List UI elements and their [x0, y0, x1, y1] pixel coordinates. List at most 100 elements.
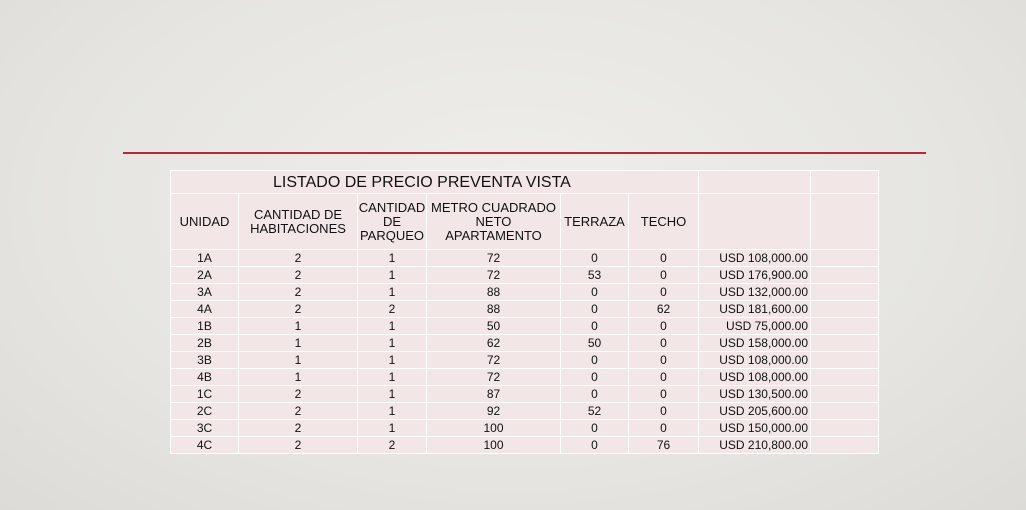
table-cell: 1 [357, 249, 427, 267]
table-cell: 0 [560, 249, 629, 267]
table-row: 1A 2 1 72 0 0 USD 108,000.00 [170, 249, 879, 267]
table-cell: 1 [357, 402, 427, 420]
price-cell: USD 132,000.00 [698, 283, 811, 301]
price-cell: USD 130,500.00 [698, 385, 811, 403]
table-cell: 0 [628, 283, 699, 301]
table-row: 4A 2 2 88 0 62 USD 181,600.00 [170, 300, 879, 318]
table-cell: 88 [426, 283, 561, 301]
price-cell: USD 210,800.00 [698, 436, 811, 454]
table-title-row: LISTADO DE PRECIO PREVENTA VISTA [170, 170, 879, 194]
table-cell: 0 [560, 317, 629, 335]
table-cell [810, 300, 879, 318]
table-cell: 72 [426, 249, 561, 267]
table-cell: 1 [238, 351, 358, 369]
price-cell: USD 108,000.00 [698, 249, 811, 267]
table-row: 3A 2 1 88 0 0 USD 132,000.00 [170, 283, 879, 301]
table-row: 4B 1 1 72 0 0 USD 108,000.00 [170, 368, 879, 386]
column-header: METRO CUADRADO NETO APARTAMENTO [426, 193, 561, 250]
table-cell: 2 [238, 266, 358, 284]
table-cell: 100 [426, 436, 561, 454]
table-title: LISTADO DE PRECIO PREVENTA VISTA [170, 170, 699, 194]
table-row: 4C 2 2 100 0 76 USD 210,800.00 [170, 436, 879, 454]
table-cell: 50 [560, 334, 629, 352]
table-row: 1C 2 1 87 0 0 USD 130,500.00 [170, 385, 879, 403]
column-header [810, 193, 879, 250]
table-cell: 4A [170, 300, 239, 318]
table-cell: 2 [357, 300, 427, 318]
table-cell: 0 [560, 368, 629, 386]
table-cell [810, 249, 879, 267]
table-cell: 3C [170, 419, 239, 437]
table-cell [810, 351, 879, 369]
table-cell: 62 [426, 334, 561, 352]
table-cell: 1 [357, 351, 427, 369]
table-cell: 2B [170, 334, 239, 352]
column-header: TERRAZA [560, 193, 629, 250]
table-cell: 1 [357, 283, 427, 301]
table-cell: 4B [170, 368, 239, 386]
table-cell [810, 334, 879, 352]
table-row: 2C 2 1 92 52 0 USD 205,600.00 [170, 402, 879, 420]
table-cell: 1 [357, 266, 427, 284]
table-cell: 0 [628, 402, 699, 420]
table-cell: 0 [560, 283, 629, 301]
price-cell: USD 150,000.00 [698, 419, 811, 437]
price-cell: USD 181,600.00 [698, 300, 811, 318]
table-cell: 0 [560, 436, 629, 454]
table-row: 3C 2 1 100 0 0 USD 150,000.00 [170, 419, 879, 437]
table-cell: 88 [426, 300, 561, 318]
table-cell: 2 [238, 402, 358, 420]
price-cell: USD 158,000.00 [698, 334, 811, 352]
table-cell [810, 419, 879, 437]
table-cell: 0 [628, 385, 699, 403]
table-cell: 1 [357, 334, 427, 352]
table-cell: 2A [170, 266, 239, 284]
table-cell: 0 [628, 266, 699, 284]
table-cell: 100 [426, 419, 561, 437]
table-cell: 62 [628, 300, 699, 318]
price-cell: USD 176,900.00 [698, 266, 811, 284]
table-cell: 1A [170, 249, 239, 267]
table-cell: 0 [560, 300, 629, 318]
table-cell: 0 [628, 317, 699, 335]
table-cell: 2 [238, 283, 358, 301]
table-cell: 0 [628, 249, 699, 267]
table-cell: 2C [170, 402, 239, 420]
table-row: 2A 2 1 72 53 0 USD 176,900.00 [170, 266, 879, 284]
table-cell: 2 [357, 436, 427, 454]
table-cell: 87 [426, 385, 561, 403]
header-row: UNIDAD CANTIDAD DE HABITACIONES CANTIDAD D… [170, 193, 879, 250]
table-cell: 1 [357, 317, 427, 335]
table-cell: 92 [426, 402, 561, 420]
table-cell [810, 317, 879, 335]
table-cell: 0 [560, 419, 629, 437]
table-cell [810, 266, 879, 284]
table-row: 3B 1 1 72 0 0 USD 108,000.00 [170, 351, 879, 369]
table-cell: 0 [628, 334, 699, 352]
table-cell: 72 [426, 351, 561, 369]
table-cell: 0 [628, 351, 699, 369]
table-cell [810, 436, 879, 454]
price-cell: USD 75,000.00 [698, 317, 811, 335]
table-cell: 1B [170, 317, 239, 335]
table-cell: 72 [426, 368, 561, 386]
table-cell: 2 [238, 249, 358, 267]
table-cell: 72 [426, 266, 561, 284]
table-cell: 2 [238, 385, 358, 403]
table-row: 1B 1 1 50 0 0 USD 75,000.00 [170, 317, 879, 335]
table-cell: 1 [238, 334, 358, 352]
table-cell: 4C [170, 436, 239, 454]
table-cell: 1 [357, 385, 427, 403]
table-cell: 50 [426, 317, 561, 335]
price-table: LISTADO DE PRECIO PREVENTA VISTA UNIDAD C… [170, 170, 879, 454]
table-cell: 52 [560, 402, 629, 420]
table-cell: 53 [560, 266, 629, 284]
price-cell: USD 205,600.00 [698, 402, 811, 420]
table-cell: 1 [238, 317, 358, 335]
table-cell: 1 [357, 419, 427, 437]
table-cell: 0 [628, 368, 699, 386]
column-header: CANTIDAD DE HABITACIONES [238, 193, 358, 250]
price-cell: USD 108,000.00 [698, 351, 811, 369]
table-cell: 2 [238, 436, 358, 454]
table-cell: 3A [170, 283, 239, 301]
